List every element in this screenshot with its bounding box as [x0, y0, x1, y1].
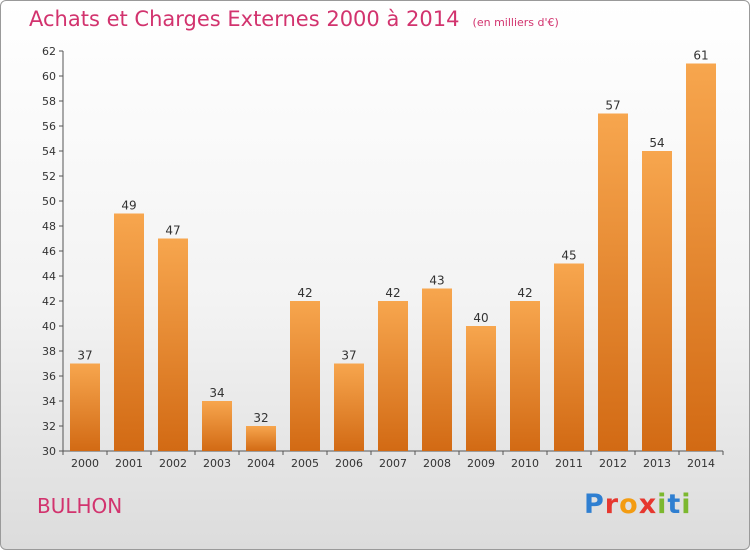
logo-letter: i	[681, 489, 692, 520]
y-tick-label: 60	[42, 70, 56, 83]
x-tick-label-2003: 2003	[203, 457, 231, 470]
bar-2009	[466, 326, 496, 451]
x-tick-label-2005: 2005	[291, 457, 319, 470]
data-label-2013: 54	[649, 136, 664, 150]
x-tick-label-2012: 2012	[599, 457, 627, 470]
bar-2002	[158, 238, 188, 451]
bar-2011	[554, 263, 584, 451]
y-tick-label: 38	[42, 345, 56, 358]
x-tick-label-2010: 2010	[511, 457, 539, 470]
logo-letter: r	[604, 489, 620, 520]
data-label-2002: 47	[165, 224, 180, 238]
y-tick-label: 32	[42, 420, 56, 433]
bar-2005	[290, 301, 320, 451]
logo-letter: x	[638, 489, 658, 520]
x-tick-label-2000: 2000	[71, 457, 99, 470]
y-tick-label: 46	[42, 245, 56, 258]
bar-2014	[686, 63, 716, 451]
data-label-2007: 42	[385, 286, 400, 300]
x-tick-label-2013: 2013	[643, 457, 671, 470]
y-tick-label: 54	[42, 145, 56, 158]
x-tick-label-2009: 2009	[467, 457, 495, 470]
chart-subtitle: (en milliers d'€)	[472, 16, 559, 29]
data-label-2001: 49	[121, 199, 136, 213]
data-label-2012: 57	[605, 99, 620, 113]
data-label-2000: 37	[77, 349, 92, 363]
bar-2010	[510, 301, 540, 451]
bar-2008	[422, 288, 452, 451]
chart-labels: 37 49 47 34 32 42 37 42 43 40 42 45 57 54 61	[77, 49, 708, 426]
bar-2006	[334, 363, 364, 451]
x-tick-label-2008: 2008	[423, 457, 451, 470]
data-label-2014: 61	[693, 49, 708, 63]
y-tick-label: 56	[42, 120, 56, 133]
x-tick-label-2007: 2007	[379, 457, 407, 470]
y-tick-label: 30	[42, 445, 56, 458]
commune-name: BULHON	[37, 494, 123, 518]
y-tick-label: 62	[42, 45, 56, 58]
x-tick-label-2001: 2001	[115, 457, 143, 470]
y-tick-label: 50	[42, 195, 56, 208]
y-tick-label: 36	[42, 370, 56, 383]
y-tick-label: 40	[42, 320, 56, 333]
bar-2003	[202, 401, 232, 451]
x-tick-label-2006: 2006	[335, 457, 363, 470]
y-tick-label: 48	[42, 220, 56, 233]
y-tick-label: 52	[42, 170, 56, 183]
chart-bars	[70, 63, 716, 451]
data-label-2010: 42	[517, 286, 532, 300]
x-tick-label-2002: 2002	[159, 457, 187, 470]
proxiti-logo: Proxiti	[584, 489, 692, 520]
bar-2007	[378, 301, 408, 451]
logo-letter: t	[667, 489, 682, 520]
logo-letter: P	[584, 489, 605, 520]
x-tick-label-2004: 2004	[247, 457, 275, 470]
data-label-2009: 40	[473, 311, 488, 325]
bar-2004	[246, 426, 276, 451]
chart-axes: 30 32 34 36 38 40 42 44 46 48 50 52 54 56 58 60 62 2000 20…	[42, 45, 724, 470]
data-label-2004: 32	[253, 411, 268, 425]
bar-2012	[598, 113, 628, 451]
logo-letter: i	[657, 489, 668, 520]
bar-2000	[70, 363, 100, 451]
y-tick-label: 34	[42, 395, 56, 408]
data-label-2011: 45	[561, 249, 576, 263]
data-label-2006: 37	[341, 349, 356, 363]
bar-2013	[642, 151, 672, 451]
x-tick-label-2011: 2011	[555, 457, 583, 470]
y-tick-label: 42	[42, 295, 56, 308]
data-label-2003: 34	[209, 386, 224, 400]
title-row: Achats et Charges Externes 2000 à 2014 (…	[29, 7, 559, 31]
x-tick-label-2014: 2014	[687, 457, 715, 470]
data-label-2005: 42	[297, 286, 312, 300]
logo-letter: o	[619, 489, 639, 520]
y-tick-label: 58	[42, 95, 56, 108]
data-label-2008: 43	[429, 274, 444, 288]
chart-title: Achats et Charges Externes 2000 à 2014	[29, 7, 460, 31]
bar-2001	[114, 213, 144, 451]
y-tick-label: 44	[42, 270, 56, 283]
